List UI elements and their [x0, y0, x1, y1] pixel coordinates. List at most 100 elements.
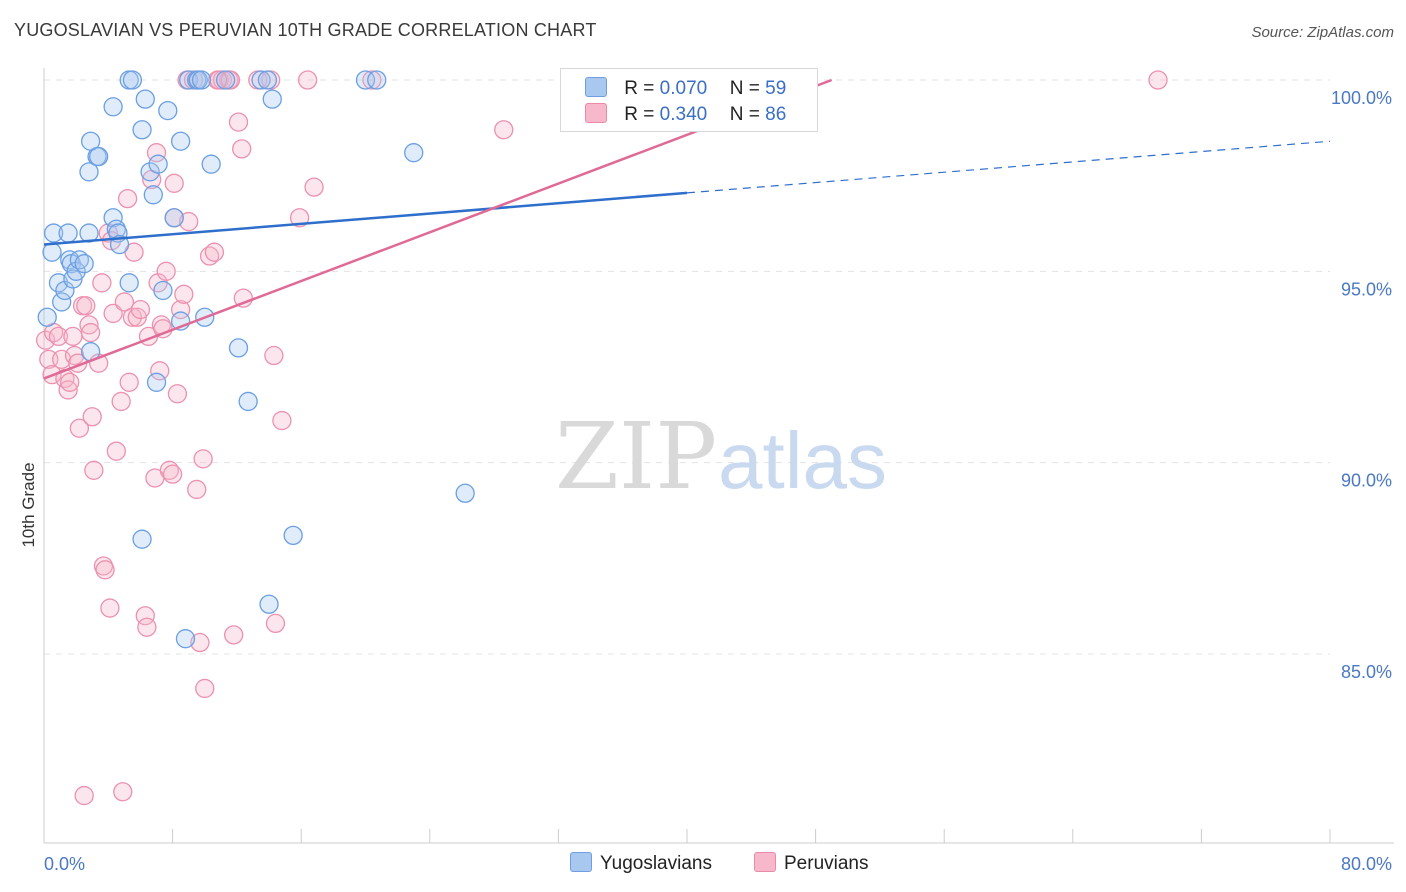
- legend-r-label: R =: [624, 104, 655, 125]
- peruvian-point: [122, 307, 143, 327]
- peruvian-point: [100, 598, 120, 618]
- peruvian-point: [190, 632, 210, 653]
- peruvian-point: [494, 120, 514, 140]
- yugoslavian-point: [153, 280, 173, 301]
- legend-n-label: N =: [729, 78, 760, 99]
- peruvian-point: [119, 372, 139, 392]
- peruvian-point: [297, 70, 318, 90]
- yugoslavian-point: [262, 89, 282, 109]
- peruvian-point: [48, 326, 69, 347]
- peruvian-point: [84, 460, 104, 480]
- yugoslavian-point: [367, 70, 387, 90]
- peruvian-point: [111, 391, 131, 412]
- chart-title: YUGOSLAVIAN VS PERUVIAN 10TH GRADE CORRE…: [14, 20, 597, 40]
- peruvian-point: [264, 345, 284, 366]
- legend-r-value: 0.340: [659, 104, 708, 125]
- yugoslavian-trend-extension: [686, 140, 1331, 194]
- source-label: Source: ZipAtlas.com: [1251, 24, 1394, 41]
- peruvian-point: [79, 315, 99, 335]
- peruvian-points: [35, 70, 1168, 806]
- peruvian-point: [114, 292, 135, 312]
- legend-r-value: 0.070: [659, 78, 708, 99]
- yugoslavian-point: [103, 97, 123, 117]
- yugoslavian-point: [238, 391, 258, 412]
- watermark-zip: ZIP: [555, 403, 717, 510]
- peruvian-point: [204, 242, 225, 262]
- legend-swatch-blue: [585, 77, 607, 97]
- legend-row-peruvians: R = 0.340 N = 86: [585, 103, 786, 127]
- yugoslavian-point: [122, 70, 143, 90]
- yugoslavian-point: [74, 254, 94, 274]
- peruvian-point: [272, 410, 292, 431]
- peruvian-point: [195, 678, 215, 699]
- peruvian-point: [69, 418, 90, 438]
- peruvian-point: [207, 70, 228, 90]
- yugoslavian-point: [201, 154, 221, 174]
- yugoslavian-point: [79, 162, 99, 182]
- peruvian-point: [289, 208, 310, 228]
- yugoslavian-point: [170, 131, 191, 151]
- bottom-legend-yugoslavians: Yugoslavians: [570, 852, 712, 875]
- y-tick-label: 100.0%: [1331, 88, 1392, 108]
- legend: R = 0.070 N = 59 R = 0.340 N = 86: [560, 68, 818, 132]
- peruvian-point: [228, 112, 249, 132]
- yugoslavian-point: [283, 525, 303, 546]
- yugoslavian-point: [251, 70, 271, 90]
- peruvian-point: [82, 407, 102, 427]
- yugoslavian-point: [48, 273, 69, 293]
- yugoslavian-point: [215, 70, 236, 90]
- legend-swatch-pink: [585, 103, 607, 123]
- yugoslavian-point: [259, 594, 279, 614]
- watermark: ZIP atlas: [555, 403, 887, 510]
- peruvian-point: [362, 70, 382, 90]
- yugoslavian-point: [135, 89, 155, 109]
- peruvian-point: [224, 625, 244, 645]
- yugoslavian-points: [37, 70, 705, 649]
- peruvian-point: [92, 273, 112, 293]
- yugoslavian-point: [80, 131, 101, 151]
- legend-n-value: 86: [765, 104, 787, 125]
- axes: [43, 68, 1394, 844]
- peruvian-point: [179, 211, 199, 232]
- peruvian-point: [150, 361, 170, 381]
- yugoslavian-point: [146, 372, 167, 392]
- peruvian-point: [265, 613, 286, 634]
- yugoslavian-point: [89, 146, 109, 167]
- watermark-atlas: atlas: [718, 416, 887, 505]
- yugoslavian-point: [66, 261, 86, 281]
- yugoslavian-point: [455, 483, 475, 503]
- peruvian-point: [76, 296, 96, 316]
- bottom-swatch-blue: [570, 852, 592, 872]
- peruvian-point: [162, 464, 183, 484]
- yugoslavian-point: [132, 120, 152, 140]
- yugoslavian-point: [355, 70, 376, 90]
- peruvian-point: [167, 384, 188, 404]
- x-tick-label: 0.0%: [44, 854, 85, 874]
- x-tick-label: 80.0%: [1341, 854, 1392, 874]
- yugoslavian-point: [37, 307, 57, 327]
- bottom-legend-label: Yugoslavians: [600, 853, 712, 874]
- yugoslavian-point: [148, 154, 168, 174]
- yugoslavian-point: [132, 529, 152, 549]
- peruvian-point: [58, 380, 78, 400]
- yugoslavian-point: [52, 292, 72, 312]
- yugoslavian-point: [228, 338, 249, 358]
- peruvian-point: [170, 299, 191, 320]
- yugoslavian-point: [143, 185, 163, 205]
- yugoslavian-trend-line: [43, 191, 688, 246]
- peruvian-point: [63, 326, 83, 347]
- peruvian-point: [156, 261, 176, 281]
- yugoslavian-point: [119, 273, 139, 293]
- peruvian-point: [193, 449, 213, 469]
- yugoslavian-point: [175, 629, 196, 649]
- yugoslavian-point: [191, 70, 212, 90]
- peruvian-point: [106, 441, 126, 461]
- yugoslavian-point: [257, 70, 278, 90]
- peruvian-point: [80, 322, 101, 343]
- y-tick-label: 85.0%: [1341, 662, 1392, 682]
- legend-r-label: R =: [624, 78, 655, 99]
- legend-n-label: N =: [729, 104, 760, 125]
- y-tick-label: 95.0%: [1341, 279, 1392, 299]
- legend-n-value: 59: [765, 78, 787, 99]
